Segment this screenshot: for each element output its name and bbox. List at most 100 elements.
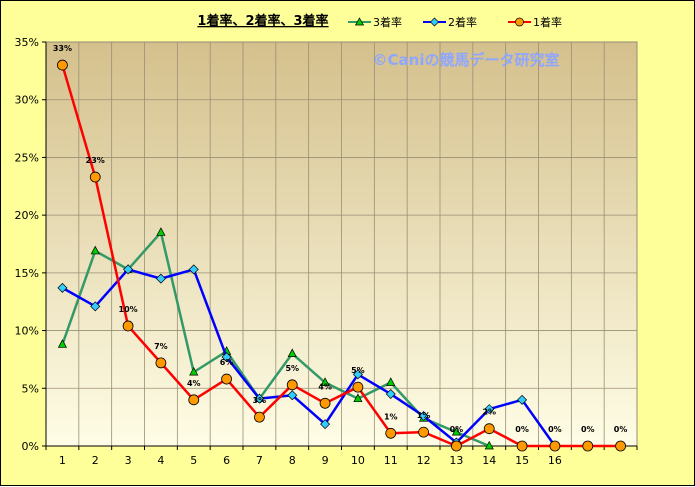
data-point (122, 320, 134, 332)
data-point (221, 373, 232, 385)
data-label: 10% (119, 305, 138, 314)
series-line (61, 64, 621, 448)
data-point (582, 440, 594, 452)
data-point (188, 394, 200, 406)
data-point (188, 264, 199, 275)
data-point (484, 440, 494, 450)
series-2 (57, 59, 626, 452)
data-point (451, 440, 462, 452)
data-point (451, 426, 461, 436)
x-tick-label: 1 (59, 454, 66, 467)
data-point (385, 389, 396, 400)
data-point (287, 348, 297, 358)
series-line (61, 268, 556, 447)
data-label: 0% (548, 425, 562, 434)
x-tick-label: 4 (157, 454, 164, 467)
data-point (90, 301, 101, 312)
y-tick-label: 15% (15, 267, 39, 280)
legend-label-1: 1着率 (533, 15, 562, 29)
y-axis: 0% 5% 10% 15% 20% 25% 30% 35% (15, 36, 47, 453)
data-point (352, 369, 363, 380)
x-tick-label: 11 (384, 454, 398, 467)
legend-circle-icon (515, 17, 524, 27)
legend: 3着率 2着率 1着率 (348, 15, 562, 29)
series-layer (57, 59, 626, 452)
data-point (483, 423, 495, 435)
data-label: 4% (318, 382, 332, 391)
x-tick-label: 16 (548, 454, 562, 467)
data-label: 3% (253, 396, 267, 405)
data-point (484, 404, 495, 415)
data-labels: 33% 23% 10% 7% 4% 6% 3% 5% 4% 5% 1% 1% 0% 2% 0% 0% 0% 0% (53, 44, 628, 434)
y-tick-label: 35% (15, 36, 39, 49)
y-tick-label: 0% (22, 440, 39, 453)
x-tick-label: 7 (256, 454, 263, 467)
data-point (615, 440, 626, 452)
x-tick-label: 6 (223, 454, 230, 467)
data-point (123, 264, 134, 275)
data-point (155, 357, 167, 369)
data-label: 0% (515, 425, 529, 434)
data-label: 0% (581, 425, 595, 434)
data-point (254, 393, 265, 404)
y-tick-label: 25% (15, 151, 39, 164)
x-tick-label: 12 (417, 454, 431, 467)
data-point (189, 366, 199, 376)
x-tick-label: 10 (351, 454, 365, 467)
x-tick-label: 15 (515, 454, 529, 467)
data-point (156, 227, 166, 236)
x-tick-label: 5 (190, 454, 197, 467)
data-point (90, 245, 100, 255)
y-tick-label: 5% (22, 382, 39, 395)
data-label: 0% (614, 425, 628, 434)
data-point (353, 393, 363, 403)
legend-label-3: 3着率 (373, 15, 402, 29)
data-label: 5% (351, 366, 365, 375)
data-label: 5% (285, 364, 299, 373)
data-point (418, 410, 429, 421)
data-point (254, 411, 265, 423)
data-point (89, 171, 101, 183)
data-point (57, 339, 67, 348)
legend-diamond-icon (430, 17, 439, 27)
data-point (319, 397, 331, 409)
data-point (57, 282, 68, 293)
y-tick-label: 30% (15, 94, 39, 107)
data-label: 0% (450, 425, 464, 434)
data-point (517, 394, 528, 405)
data-point (385, 427, 397, 439)
y-tick-label: 20% (15, 209, 39, 222)
data-point (516, 440, 528, 452)
x-axis: 1 2 3 4 5 6 7 8 9 10 11 12 13 14 15 16 (45, 445, 638, 467)
y-tick-label: 10% (15, 325, 39, 338)
data-point (352, 381, 364, 393)
data-label: 23% (86, 156, 105, 165)
x-tick-label: 3 (125, 454, 132, 467)
data-point (57, 59, 68, 71)
data-point (287, 390, 298, 401)
legend-label-2: 2着率 (448, 15, 477, 29)
chart-title: 1着率、2着率、3着率 (197, 13, 328, 29)
data-point (386, 377, 396, 386)
data-label: 1% (384, 412, 398, 421)
data-point (549, 440, 561, 452)
x-tick-label: 2 (92, 454, 99, 467)
data-label: 6% (220, 358, 234, 367)
x-tick-label: 9 (322, 454, 329, 467)
legend-triangle-icon (354, 17, 365, 26)
data-label: 2% (482, 408, 496, 417)
data-point (221, 352, 232, 363)
data-point (320, 377, 330, 386)
data-point (320, 419, 331, 430)
data-label: 7% (154, 342, 168, 351)
x-tick-label: 13 (449, 454, 463, 467)
watermark: ©Caniの競馬データ研究室 (373, 51, 560, 69)
data-label: 4% (187, 379, 201, 388)
data-point (286, 379, 298, 391)
data-point (155, 273, 166, 284)
data-label: 33% (53, 44, 72, 53)
data-label: 1% (417, 411, 431, 420)
data-point (418, 426, 429, 438)
